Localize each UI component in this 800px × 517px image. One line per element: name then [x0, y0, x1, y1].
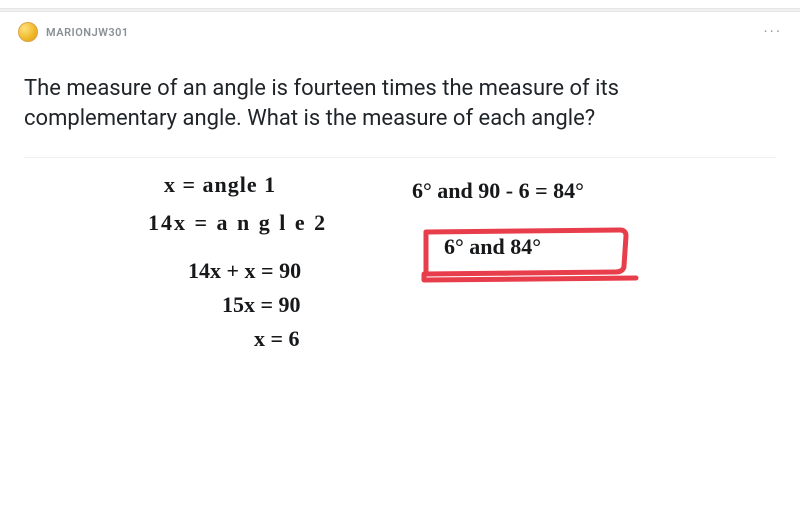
answer-text: 6° and 84°: [444, 234, 541, 260]
work-right-line: 6° and 90 - 6 = 84°: [412, 178, 584, 204]
author-left: MARIONJW301: [18, 22, 129, 42]
work-line-4: 15x = 90: [222, 292, 301, 318]
author-row: MARIONJW301 ···: [0, 12, 800, 52]
work-line-5: x = 6: [254, 326, 300, 352]
window-top-gap: [0, 0, 800, 8]
avatar: [18, 22, 38, 42]
work-line-3: 14x + x = 90: [188, 258, 301, 284]
handwriting-area: x = angle 1 14x = a n g l e 2 14x + x = …: [0, 158, 800, 478]
author-username[interactable]: MARIONJW301: [46, 26, 129, 39]
answer-box: 6° and 84°: [414, 224, 628, 274]
more-menu-icon[interactable]: ···: [763, 24, 782, 40]
work-line-1: x = angle 1: [164, 172, 276, 198]
question-text: The measure of an angle is fourteen time…: [0, 52, 800, 157]
work-line-2: 14x = a n g l e 2: [148, 210, 327, 236]
